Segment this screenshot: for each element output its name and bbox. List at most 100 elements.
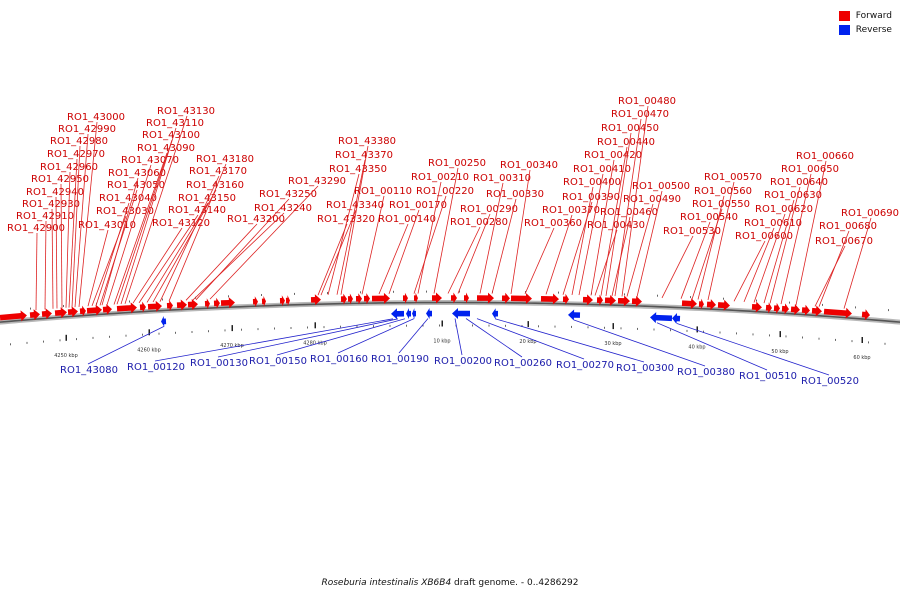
forward-gene-label: RO1_43370 — [335, 150, 393, 161]
forward-leader-line — [814, 245, 846, 307]
gene-arrow-shape — [29, 309, 40, 321]
gene-arrow-shape — [568, 309, 581, 321]
gene-arrow-shape — [698, 298, 704, 310]
forward-gene — [402, 292, 408, 304]
forward-gene — [139, 301, 146, 313]
minor-tick — [789, 301, 790, 304]
forward-gene-label: RO1_00440 — [597, 137, 655, 148]
forward-leader-line — [95, 202, 130, 306]
forward-leader-line — [209, 185, 319, 300]
minor-tick — [472, 324, 473, 327]
forward-leader-line — [327, 173, 360, 295]
reverse-gene — [650, 312, 673, 324]
forward-gene-label: RO1_00490 — [623, 194, 681, 205]
forward-leader-line — [680, 221, 711, 299]
reverse-leader-line — [217, 318, 399, 358]
forward-gene — [501, 292, 510, 304]
minor-tick — [10, 343, 11, 346]
minor-tick — [356, 325, 358, 328]
forward-leader-line — [491, 198, 517, 294]
forward-gene-label: RO1_43010 — [78, 220, 136, 231]
reverse-gene — [426, 308, 433, 320]
forward-leader-line — [74, 133, 89, 308]
forward-leader-line — [578, 173, 604, 296]
forward-leader-line — [101, 177, 139, 306]
forward-gene-label: RO1_00370 — [542, 205, 600, 216]
gene-arrow-shape — [41, 308, 52, 320]
forward-gene — [371, 292, 390, 304]
reverse-gene — [406, 308, 412, 320]
reverse-gene-label: RO1_00150 — [249, 356, 307, 367]
minor-tick — [323, 326, 325, 329]
reverse-gene — [161, 315, 167, 327]
forward-gene — [252, 296, 258, 308]
major-tick — [861, 337, 863, 343]
forward-gene-label: RO1_00140 — [378, 214, 436, 225]
gene-arrow-shape — [765, 302, 772, 314]
forward-gene — [347, 293, 353, 305]
forward-gene-label: RO1_42950 — [31, 174, 89, 185]
gene-arrow-shape — [562, 293, 569, 305]
minor-tick — [26, 341, 28, 344]
forward-gene — [363, 293, 370, 305]
forward-gene-label: RO1_43090 — [137, 143, 195, 154]
minor-tick — [554, 325, 556, 328]
minor-tick — [653, 328, 655, 331]
minor-tick — [307, 326, 308, 329]
forward-leader-line — [457, 213, 491, 294]
minor-tick — [818, 337, 820, 340]
forward-gene-label: RO1_43350 — [329, 164, 387, 175]
forward-leader-line — [138, 214, 199, 304]
minor-tick — [637, 327, 638, 330]
major-tick — [612, 323, 614, 330]
forward-leader-line — [614, 118, 642, 297]
gene-arrow-shape — [672, 312, 681, 324]
forward-gene — [29, 309, 40, 321]
minor-tick — [769, 334, 770, 337]
forward-leader-line — [510, 169, 531, 294]
forward-gene — [790, 304, 800, 316]
reverse-gene-labels: RO1_43080 RO1_00120 RO1_00130 RO1_00150 RO1_… — [60, 318, 859, 387]
forward-leader-line — [621, 105, 649, 297]
forward-gene-label: RO1_00690 — [841, 208, 899, 219]
forward-legend-label: Forward — [855, 11, 892, 21]
gene-arrow-shape — [492, 308, 499, 320]
forward-leader-line — [590, 159, 615, 296]
reverse-gene-label: RO1_00510 — [739, 371, 797, 382]
major-tick — [779, 331, 781, 338]
forward-leader-line — [185, 223, 258, 301]
major-tick — [527, 321, 529, 328]
scale-ticks: 4250 kbp 4260 kbp 4270 kbp 4280 kbp 10 kbp 20… — [10, 290, 889, 361]
forward-gene — [582, 294, 593, 306]
gene-arrow-shape — [406, 308, 412, 320]
gene-arrow-shape — [279, 295, 285, 307]
gene-arrow-shape — [176, 299, 187, 311]
gene-arrow-shape — [650, 312, 673, 324]
forward-leader-line — [87, 229, 109, 307]
gene-arrow-shape — [102, 303, 112, 315]
forward-gene-label: RO1_43290 — [288, 176, 346, 187]
forward-gene-label: RO1_00500 — [632, 181, 690, 192]
forward-gene — [261, 295, 266, 307]
minor-tick — [274, 327, 275, 330]
forward-gene-label: RO1_00460 — [600, 207, 658, 218]
forward-gene-label: RO1_00210 — [411, 172, 469, 183]
reverse-leader-line — [656, 322, 768, 371]
reverse-leader-line — [154, 318, 394, 362]
forward-gene-label: RO1_00110 — [354, 186, 412, 197]
forward-gene — [147, 300, 162, 312]
gene-arrow-shape — [213, 297, 220, 309]
forward-gene — [773, 302, 780, 314]
minor-tick — [686, 329, 688, 332]
scale-tick-label: 50 kbp — [771, 349, 788, 355]
minor-tick — [785, 335, 787, 338]
minor-tick — [30, 307, 31, 310]
minor-tick — [604, 326, 605, 329]
forward-gene — [176, 299, 187, 311]
forward-gene-label: RO1_43110 — [146, 118, 204, 129]
gene-arrow-shape — [773, 302, 780, 314]
minor-tick — [851, 340, 853, 343]
forward-gene — [285, 295, 290, 307]
forward-gene — [604, 294, 616, 306]
forward-gene — [751, 301, 762, 313]
